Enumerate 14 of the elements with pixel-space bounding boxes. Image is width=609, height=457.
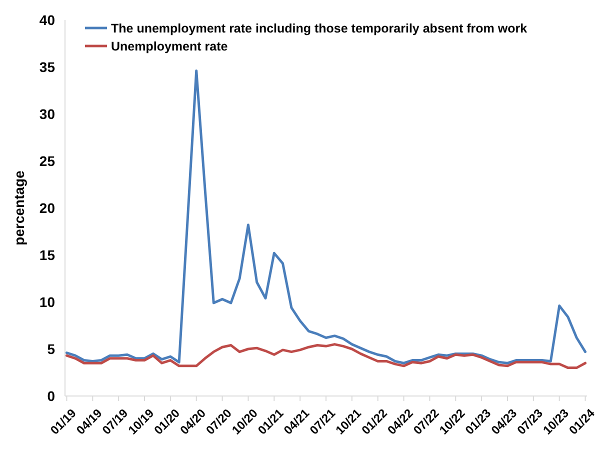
y-tick-label: 35 [39,58,56,75]
y-tick-label: 15 [39,246,56,263]
y-tick-label: 30 [39,106,56,122]
line-series [65,343,587,370]
line-series [65,70,587,364]
y-tick-label: 0 [47,388,56,404]
y-tick-label: 25 [39,152,56,169]
y-tick-label: 10 [39,294,56,310]
legend-label: Unemployment rate [111,39,228,54]
y-tick-label: 20 [39,200,56,216]
y-tick-label: 40 [39,12,56,28]
legend-label: The unemployment rate including those temporarily absent from work [111,21,528,36]
y-tick-label: 5 [47,340,56,357]
y-axis-title: percentage [11,170,27,246]
